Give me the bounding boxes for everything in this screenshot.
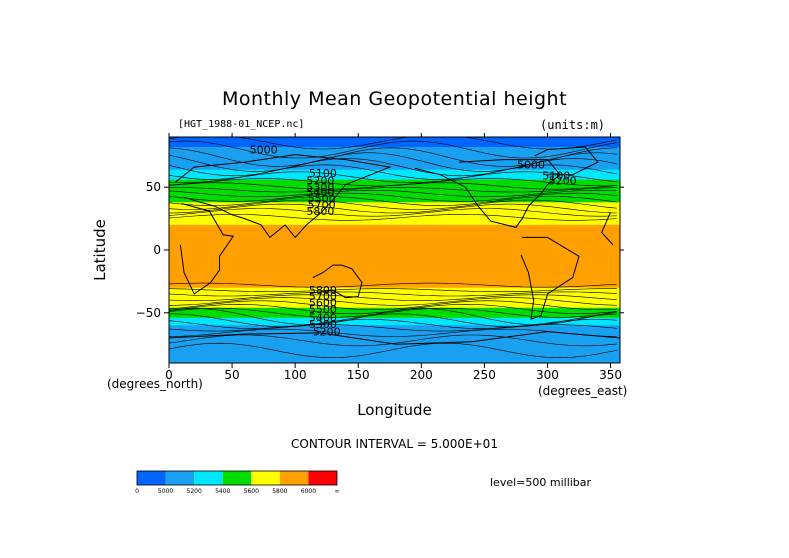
x-axis-label: Longitude [357,401,432,419]
contour-line-20 [169,294,617,301]
contour-label-9: 5100 [542,170,570,183]
contour-label-13: 5600 [309,297,337,310]
contour-line-14 [169,203,617,214]
x-tick-label-2: 100 [284,368,307,382]
contour-line-16 [169,214,617,221]
legend-swatch-5 [279,471,309,485]
contour-label-11: 5800 [309,284,337,297]
legend-swatch-1 [165,471,195,485]
legend-frame [136,470,338,486]
contour-line-0 [169,137,617,150]
contour-line-12 [169,196,617,206]
band-6 [169,212,620,226]
contour-line-21 [169,297,617,306]
y-tick-label-0: −50 [136,306,161,320]
contour-label-5: 5500 [308,192,336,205]
band-3 [169,179,620,193]
contour-label-6: 5700 [308,199,336,212]
units-label: (units:m) [540,118,606,132]
x-tick-label-3: 150 [347,368,370,382]
contour-label-16: 5300 [309,318,337,331]
source-file-label: [HGT_1988-01_NCEP.nc] [178,119,305,130]
contour-label-3: 5300 [306,181,334,194]
contour-line-4 [169,158,617,177]
x-tick-label-5: 250 [473,368,496,382]
band-7 [169,224,620,289]
contour-interval-label: CONTOUR INTERVAL = 5.000E+01 [291,437,498,451]
contour-line-6 [169,171,617,183]
x-tick-label-4: 200 [410,368,433,382]
coastlines [169,146,620,345]
contour-line-10 [169,189,617,198]
contour-line-28 [169,324,617,332]
y-tick-label-1: 0 [153,243,161,257]
x-tick-label-0: 0 [165,368,173,382]
contour-line-29 [169,328,617,337]
contour-line-18 [169,288,617,292]
coast-eurasia [174,154,392,239]
y-unit-label: (degrees_north) [107,377,203,391]
legend-swatch-3 [222,471,252,485]
band-1 [169,147,620,171]
legend-label-4: 5600 [244,488,259,495]
contour-line-1 [169,140,617,159]
contour-label-12: 5700 [309,290,337,303]
contour-labels: 5000510052005300540055005700580050005100… [250,143,577,338]
x-tick-label-7: 350 [599,368,622,382]
legend-swatch-2 [194,471,223,485]
legend-label-2: 5200 [187,488,202,495]
legend-label-7: ∞ [335,488,340,495]
contour-label-1: 5100 [309,167,337,180]
legend-label-5: 5800 [272,488,287,495]
x-unit-label: (degrees_east) [538,384,628,398]
legend-label-6: 6000 [301,488,316,495]
color-legend: 0 5000 5200 5400 5600 5800 6000 ∞ [135,470,340,495]
band-4 [169,192,620,203]
coast-antarctica [169,331,620,345]
contour-line-22 [169,300,617,310]
contour-line-8 [169,182,617,190]
coast-africa [179,203,614,295]
level-label: level=500 millibar [490,476,592,489]
y-tick-label-2: 50 [146,180,161,194]
plot-area [169,137,620,363]
coast-south-america [520,236,580,320]
chart-title: Monthly Mean Geopotential height [221,88,568,110]
contour-label-2: 5200 [306,175,334,188]
contour-label-17: 5200 [313,325,341,338]
contour-line-13 [169,199,617,210]
contour-label-14: 5500 [309,303,337,316]
legend-label-1: 5000 [158,488,173,495]
legend-swatch-6 [308,471,337,485]
band-5 [169,202,620,213]
legend-label-3: 5400 [215,488,230,495]
x-tick-label-6: 300 [536,368,559,382]
coast-greenland [534,146,599,176]
contour-line-27 [169,319,617,329]
contour-line-17 [169,282,617,288]
legend-swatch-4 [251,471,280,485]
contour-line-11 [169,192,617,202]
contour-label-0: 5000 [250,143,278,156]
coast-australia [312,264,363,299]
contour-label-15: 5400 [309,312,337,325]
legend-swatch-0 [137,471,166,485]
contour-label-8: 5000 [517,158,545,171]
contour-label-4: 5400 [306,186,334,199]
contour-line-19 [169,291,617,297]
contour-label-10: 5200 [549,175,577,188]
contour-line-15 [169,208,617,217]
band-10 [169,307,620,319]
band-11 [169,317,620,326]
band-9 [169,300,620,309]
legend-label-0: 0 [135,488,139,495]
coast-north-america [414,159,561,228]
axis-ticks: 0 50 100 150 200 250 300 350 −50 0 50 [136,133,624,382]
contour-line-31 [169,342,617,359]
x-tick-label-1: 50 [224,368,239,382]
contour-label-7: 5800 [306,205,334,218]
contour-line-24 [169,307,617,318]
